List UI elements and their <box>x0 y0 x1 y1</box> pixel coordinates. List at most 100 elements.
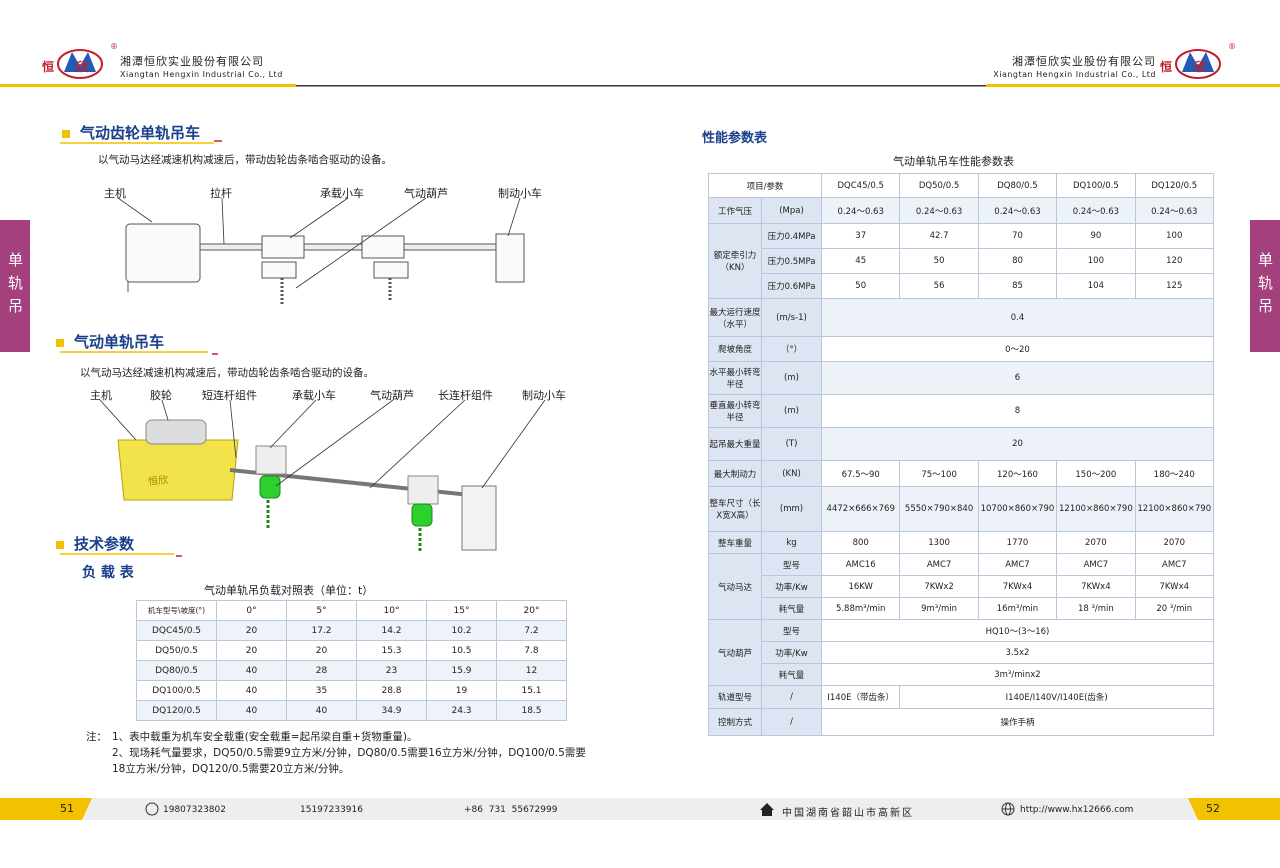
company-cn: 湘潭恒欣实业股份有限公司 <box>120 55 264 68</box>
page-number: 51 <box>60 802 74 815</box>
table-cell: 7KWx4 <box>977 575 1058 598</box>
table-cell: 12 <box>496 660 567 681</box>
table-row: 气动马达 型号 AMC16 AMC7 AMC7 AMC7 AMC7 <box>708 553 1214 620</box>
table-cell: AMC16 <box>820 553 901 576</box>
part-label: 短连杆组件 <box>202 389 257 402</box>
table-cell: 28.8 <box>356 680 427 701</box>
table-cell: I140E/I140V/I140E(齿条) <box>899 685 1214 709</box>
row-label: (T) <box>761 427 822 461</box>
table-cell: 14.2 <box>356 620 427 641</box>
table-cell: 56 <box>899 273 979 299</box>
table-cell: 15.1 <box>496 680 567 701</box>
table-cell: 23 <box>356 660 427 681</box>
table-row: 耗气量 5.88m³/min 9m³/min 16m³/min 18 ³/min 20 ³… <box>709 597 1214 620</box>
section-title: 气动齿轮单轨吊车 <box>62 122 200 143</box>
table-cell: 80 <box>977 248 1058 274</box>
row-label: (mm) <box>761 486 822 532</box>
table-cell: 125 <box>1134 273 1214 299</box>
company-en: Xiangtan Hengxin Industrial Co., Ltd <box>120 70 283 79</box>
table-row: DQ50/0.5 20 20 15.3 10.5 7.8 <box>136 640 567 661</box>
table-cell: 120 <box>1134 248 1214 274</box>
table-cell: 5.88m³/min <box>820 597 901 620</box>
table-cell: 3.5x2 <box>821 641 1214 664</box>
table-cell: HQ10～(3～16) <box>821 619 1214 642</box>
table-cell: DQ50/0.5 <box>136 640 217 661</box>
part-label: 胶轮 <box>150 389 172 402</box>
row-label: 起吊最大重量 <box>708 427 762 461</box>
part-label: 主机 <box>104 187 126 200</box>
part-label: 拉杆 <box>210 187 232 200</box>
table-row: 轨道型号 / I140E（带齿条） I140E/I140V/I140E(齿条) <box>708 685 1214 709</box>
table-cell: 15.3 <box>356 640 427 661</box>
row-label: （°） <box>761 336 822 362</box>
company-en: Xiangtan Hengxin Industrial Co., Ltd <box>993 70 1156 79</box>
part-label: 气动葫芦 <box>404 187 448 200</box>
row-label: 压力0.5MPa <box>761 248 822 274</box>
table-cell: 150～200 <box>1056 460 1136 487</box>
row-label: 整车重量 <box>708 531 762 554</box>
row-label: 气动马达 <box>708 553 762 620</box>
table-cell: 10700×860×790 <box>977 486 1058 532</box>
table-cell: 20 <box>821 427 1214 461</box>
table-cell: DQ120/0.5 <box>136 700 217 721</box>
section-description: 以气动马达经减速机构减速后，带动齿轮齿条啮合驱动的设备。 <box>80 367 374 379</box>
table-row: 爬坡角度 （°） 0～20 <box>708 336 1214 362</box>
header-cell: DQ80/0.5 <box>977 173 1058 198</box>
table-cell: 5550×790×840 <box>899 486 979 532</box>
table-cell: 18 ³/min <box>1056 597 1136 620</box>
header-cell: DQ50/0.5 <box>899 173 979 198</box>
header-cell: 10° <box>356 600 427 621</box>
table-cell: 67.5～90 <box>820 460 901 487</box>
table-cell: 16m³/min <box>977 597 1058 620</box>
part-label: 主机 <box>90 389 112 402</box>
row-label: 气动葫芦 <box>708 619 762 686</box>
table-cell: DQC45/0.5 <box>136 620 217 641</box>
side-tab: 单轨吊 <box>1250 220 1280 352</box>
table-row: DQ100/0.5 40 35 28.8 19 15.1 <box>136 680 567 701</box>
table-cell: 20 <box>286 640 357 661</box>
table-cell: 0.24～0.63 <box>899 197 979 224</box>
table-cell: 7.2 <box>496 620 567 641</box>
row-label: (Mpa) <box>761 197 822 224</box>
table-cell: 28 <box>286 660 357 681</box>
table-cell: 1770 <box>977 531 1058 554</box>
table-cell: 85 <box>977 273 1058 299</box>
table-row: 起吊最大重量 (T) 20 <box>708 427 1214 461</box>
header-cell: 20° <box>496 600 567 621</box>
row-label: 型号 <box>761 553 822 576</box>
part-label: 制动小车 <box>522 389 566 402</box>
table-cell: 40 <box>216 700 287 721</box>
table-cell: AMC7 <box>1134 553 1214 576</box>
table-row: 控制方式 / 操作手柄 <box>708 708 1214 736</box>
row-label: 型号 <box>761 619 822 642</box>
part-label: 制动小车 <box>498 187 542 200</box>
row-label: 耗气量 <box>761 597 822 620</box>
table-cell: 35 <box>286 680 357 701</box>
row-label: / <box>761 685 822 709</box>
header-cell: 15° <box>426 600 497 621</box>
row-label: 爬坡角度 <box>708 336 762 362</box>
row-label: kg <box>761 531 822 554</box>
header-cell: 5° <box>286 600 357 621</box>
row-label: (KN) <box>761 460 822 487</box>
row-label: (m/s-1) <box>761 298 822 337</box>
logo-text: 恒欣 <box>42 60 111 74</box>
table-cell: 20 <box>216 620 287 641</box>
load-table: 机车型号\坡度(°) 0° 5° 10° 15° 20° DQC45/0.5 20 17.2 14… <box>136 600 567 721</box>
row-label: 最大制动力 <box>708 460 762 487</box>
phone: 15197233916 <box>300 805 363 815</box>
section-subtitle: 负 载 表 <box>82 565 134 581</box>
part-label: 承载小车 <box>292 389 336 402</box>
website: http://www.hx12666.com <box>1020 805 1134 815</box>
table-cell: 90 <box>1056 223 1136 249</box>
row-label: 整车尺寸（长X宽X高） <box>708 486 762 532</box>
header-cell: 0° <box>216 600 287 621</box>
table-cell: 17.2 <box>286 620 357 641</box>
table-header-row: 项目/参数 DQC45/0.5 DQ50/0.5 DQ80/0.5 DQ100/0.5 D… <box>708 173 1214 198</box>
table-header-row: 机车型号\坡度(°) 0° 5° 10° 15° 20° <box>136 600 567 621</box>
table-cell: 34.9 <box>356 700 427 721</box>
table-cell: 40 <box>216 680 287 701</box>
row-label: / <box>761 708 822 736</box>
